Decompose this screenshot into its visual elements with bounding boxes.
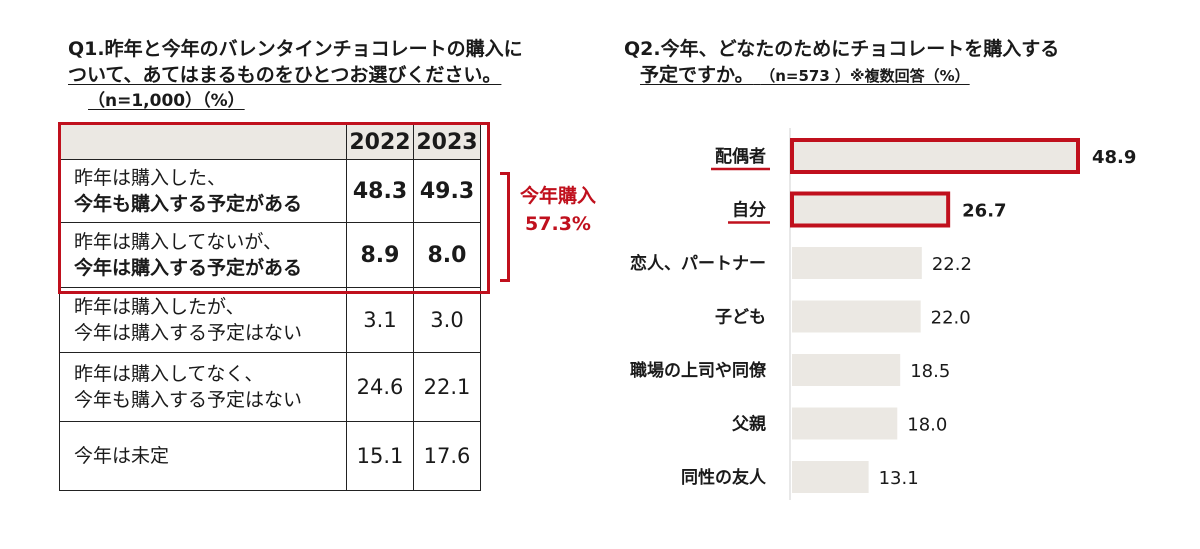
- q2-title-line1: Q2.今年、どなたのためにチョコレートを購入する: [624, 38, 1060, 60]
- value-label: 26.7: [962, 201, 1006, 222]
- value-label: 18.0: [907, 415, 947, 436]
- cell-2023: 17.6: [413, 421, 481, 491]
- category-label: 恋人、パートナー: [630, 253, 766, 274]
- value-label: 13.1: [879, 468, 919, 489]
- table-row: 昨年は購入してないが、 今年は購入する予定がある 8.9 8.0: [59, 222, 481, 288]
- category-label: 配偶者: [715, 146, 766, 167]
- row-label: 今年は未定: [59, 421, 347, 491]
- bar-3: [792, 300, 921, 333]
- category-label: 同性の友人: [681, 467, 767, 488]
- cell-2022: 15.1: [346, 421, 414, 491]
- category-label: 父親: [731, 414, 766, 435]
- bar-1: [790, 191, 951, 228]
- table-header-row: 2022 2023: [59, 124, 481, 160]
- cell-2023: 8.0: [413, 222, 481, 288]
- bar-5: [792, 407, 898, 440]
- q2-title: Q2.今年、どなたのためにチョコレートを購入する 予定ですか。 （n=573 ）…: [624, 36, 1184, 89]
- category-label: 自分: [732, 200, 766, 221]
- category-label: 職場の上司や同僚: [630, 360, 767, 381]
- table-header-2022: 2022: [346, 124, 414, 160]
- value-label: 18.5: [910, 361, 950, 382]
- table-header-2023: 2023: [413, 124, 481, 160]
- q1-table: 2022 2023 昨年は購入した、 今年も購入する予定がある 48.3 49.3…: [59, 124, 481, 491]
- table-row: 今年は未定 15.1 17.6: [59, 421, 481, 491]
- q1-title: Q1.昨年と今年のバレンタインチョコレートの購入に ついて、あてはまるものをひと…: [68, 36, 588, 114]
- bar-4: [792, 354, 901, 386]
- bar-2: [792, 247, 922, 279]
- q2-title-sub: （n=573 ）※複数回答（%）: [760, 67, 970, 85]
- bracket: [500, 172, 510, 282]
- value-label: 22.0: [931, 308, 971, 329]
- bar-0: [790, 138, 1080, 174]
- chart-bars: 配偶者 48.9 自分 26.7 恋人、パートナー 22.2 子ども 22.0 職場の上司や同僚…: [630, 138, 1136, 493]
- q1-title-line3: （n=1,000）（%）: [88, 91, 245, 111]
- cell-2022: 48.3: [346, 159, 414, 223]
- row-label: 昨年は購入してないが、 今年は購入する予定がある: [59, 222, 347, 288]
- cell-2023: 3.0: [413, 287, 481, 353]
- cell-2022: 8.9: [346, 222, 414, 288]
- value-label: 48.9: [1092, 147, 1136, 168]
- cell-2022: 3.1: [346, 287, 414, 353]
- category-label: 子ども: [715, 308, 766, 328]
- q2-title-line2: 予定ですか。 （n=573 ）※複数回答（%）: [640, 64, 970, 86]
- table-row: 昨年は購入したが、 今年は購入する予定はない 3.1 3.0: [59, 287, 481, 353]
- bar-6: [792, 461, 869, 493]
- q1-title-line2: ついて、あてはまるものをひとつお選びください。: [68, 64, 502, 86]
- bracket-note: 今年購入 57.3%: [519, 185, 596, 235]
- row-label: 昨年は購入した、 今年も購入する予定がある: [59, 159, 347, 223]
- row-label: 昨年は購入したが、 今年は購入する予定はない: [59, 287, 347, 353]
- cell-2022: 24.6: [346, 352, 414, 422]
- row-label: 昨年は購入してなく、 今年も購入する予定はない: [59, 352, 347, 422]
- cell-2023: 22.1: [413, 352, 481, 422]
- table-header-blank: [59, 124, 347, 160]
- table-row: 昨年は購入した、 今年も購入する予定がある 48.3 49.3: [59, 159, 481, 223]
- table-row: 昨年は購入してなく、 今年も購入する予定はない 24.6 22.1: [59, 352, 481, 422]
- value-label: 22.2: [932, 254, 972, 275]
- q1-title-line1: Q1.昨年と今年のバレンタインチョコレートの購入に: [68, 38, 523, 60]
- cell-2023: 49.3: [413, 159, 481, 223]
